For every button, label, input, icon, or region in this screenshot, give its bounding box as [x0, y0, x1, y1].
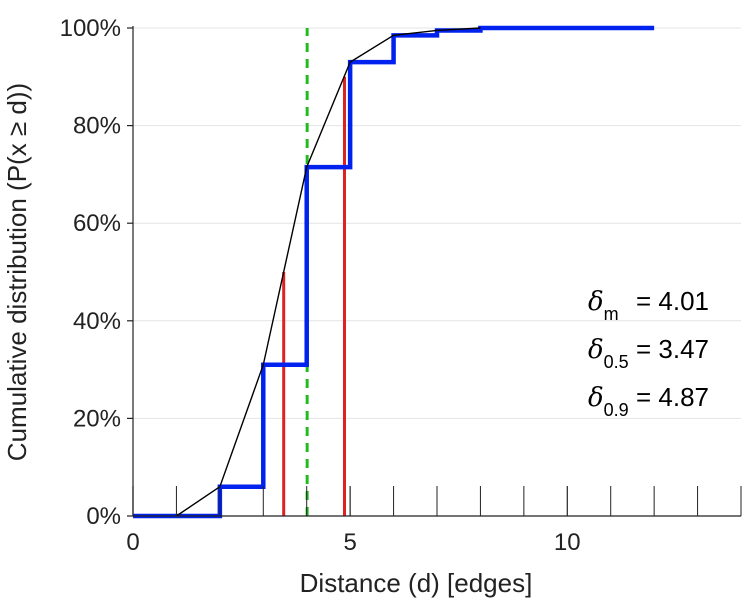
y-tick-label: 40% — [73, 308, 121, 335]
x-axis-title: Distance (d) [edges] — [300, 568, 533, 598]
y-tick-label: 80% — [73, 113, 121, 140]
x-tick-label: 0 — [126, 529, 139, 556]
data-series — [133, 25, 655, 519]
y-tick-label: 60% — [73, 210, 121, 237]
grid-lines — [133, 27, 741, 419]
reference-lines — [282, 28, 346, 516]
step-series-line — [133, 25, 655, 519]
x-tick-label: 5 — [343, 529, 356, 556]
smooth-series-line — [176, 27, 481, 517]
delta-annotation: δ0.9 = 4.87 — [588, 382, 709, 420]
delta-annotation: δm = 4.01 — [588, 286, 709, 324]
x-tick-label: 10 — [554, 529, 581, 556]
tick-labels: 0% 20% 40% 60% 80% 100% 0 5 10 — [60, 15, 581, 556]
axes — [127, 26, 742, 517]
y-tick-label: 0% — [86, 503, 121, 530]
y-tick-label: 20% — [73, 405, 121, 432]
delta-annotations: δm = 4.01 δ0.5 = 3.47 δ0.9 = 4.87 — [588, 286, 709, 420]
y-axis-title: Cumulative distribution (P(x ≥ d)) — [2, 83, 32, 461]
y-tick-label: 100% — [60, 15, 121, 42]
delta-annotation: δ0.5 = 3.47 — [588, 334, 709, 372]
